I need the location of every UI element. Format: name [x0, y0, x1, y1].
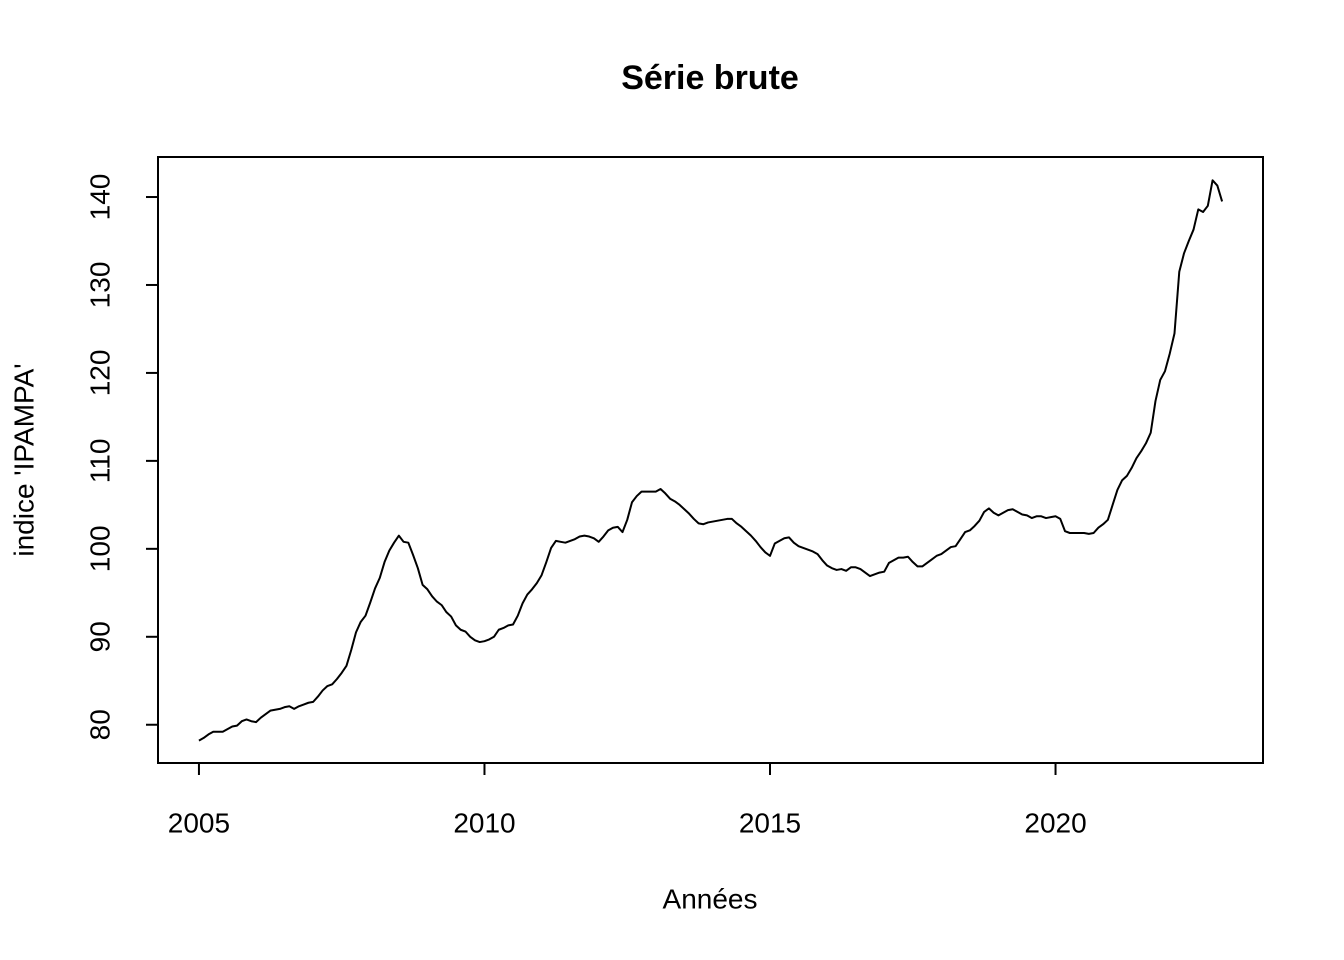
y-tick-label: 100: [84, 525, 115, 572]
x-tick-label: 2015: [739, 807, 801, 838]
x-tick-label: 2020: [1024, 807, 1086, 838]
y-tick-label: 140: [84, 174, 115, 221]
y-axis-label: indice 'IPAMPA': [8, 363, 39, 556]
y-tick-label: 80: [84, 709, 115, 740]
plot-frame: [157, 156, 1264, 764]
y-tick-label: 110: [84, 439, 115, 484]
chart-title: Série brute: [621, 59, 799, 97]
data-line: [198, 179, 1224, 742]
x-axis-label: Années: [663, 883, 758, 914]
y-tick-label: 130: [84, 262, 115, 309]
x-tick-label: 2005: [168, 807, 230, 838]
x-tick-label: 2010: [453, 807, 515, 838]
y-tick-label: 120: [84, 350, 115, 397]
y-tick-label: 90: [84, 621, 115, 652]
